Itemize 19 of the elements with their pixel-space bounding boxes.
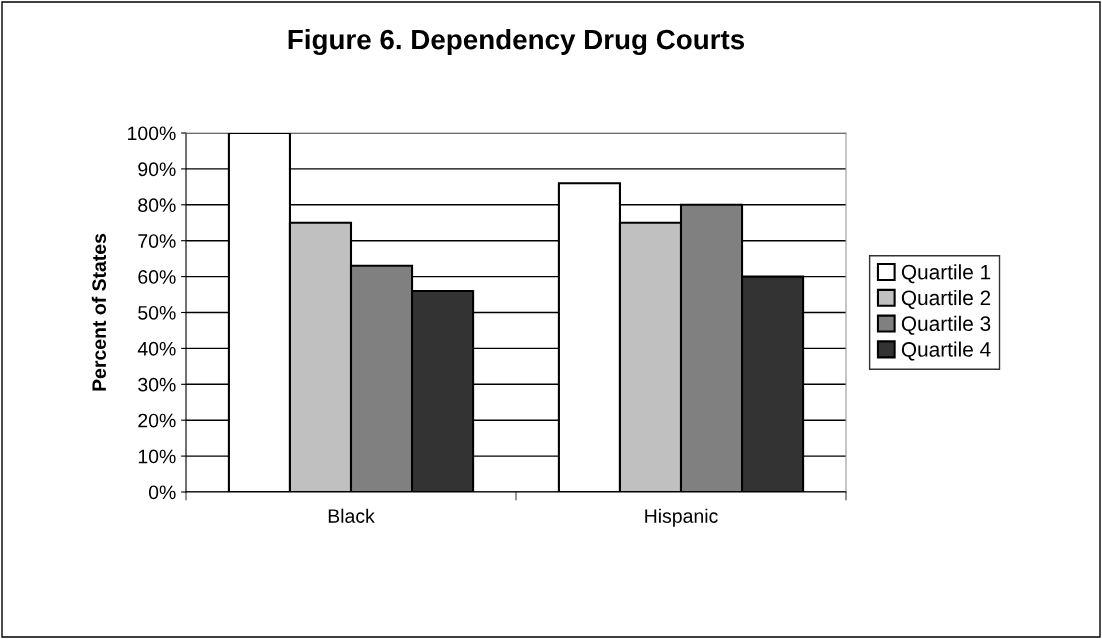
legend-label: Quartile 1 — [901, 264, 991, 284]
y-axis-title: Percent of States — [91, 233, 107, 391]
y-tick-label: 30% — [138, 377, 176, 392]
y-tick-label: 10% — [138, 449, 176, 464]
y-tick-label: 20% — [138, 413, 176, 428]
y-tick-label: 100% — [128, 126, 176, 141]
y-tick-label: 40% — [137, 341, 176, 356]
y-tick-label: 70% — [138, 234, 176, 248]
y-tick-label: 90% — [138, 162, 176, 177]
y-tick-label: 80% — [138, 198, 176, 213]
y-tick-label: 0% — [148, 485, 176, 500]
x-tick-label: Hispanic — [645, 508, 718, 527]
y-tick-label: 50% — [138, 305, 176, 320]
legend-label: Quartile 3 — [901, 315, 991, 335]
y-tick-label: 60% — [138, 270, 176, 284]
x-tick-label: Black — [328, 508, 375, 523]
chart-title: Figure 6. Dependency Drug Courts — [288, 28, 745, 56]
legend-label: Quartile 2 — [901, 289, 991, 309]
legend-label: Quartile 4 — [901, 341, 991, 361]
